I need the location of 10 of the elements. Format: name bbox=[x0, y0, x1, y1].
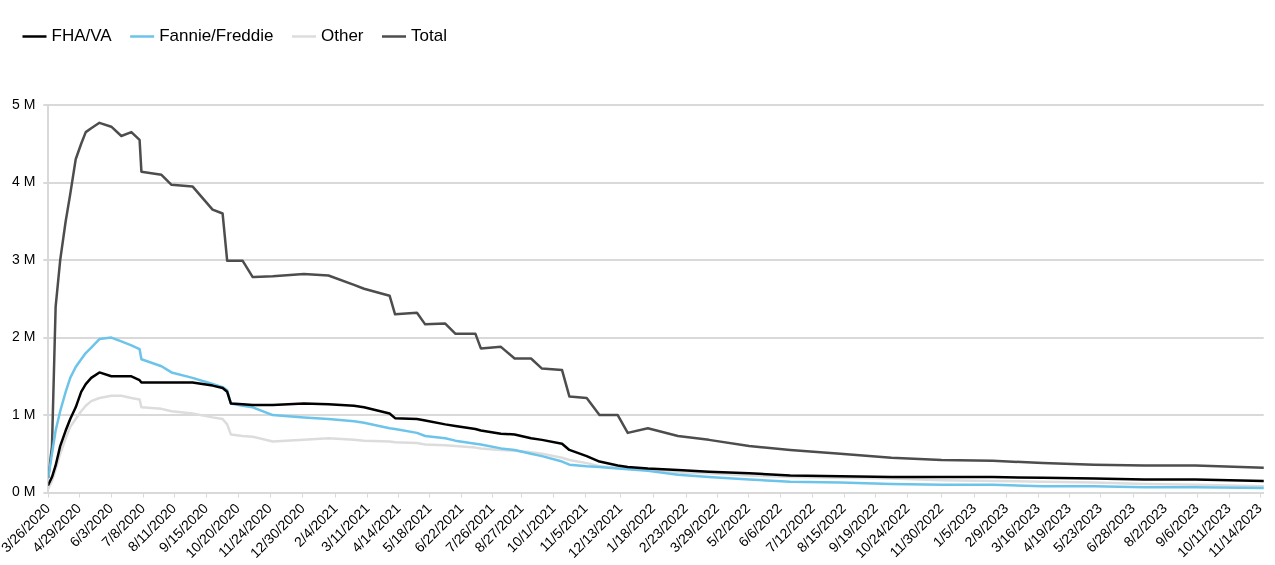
legend-label: Other bbox=[320, 26, 364, 46]
y-tick-label: 3 M bbox=[11, 250, 36, 267]
y-tick-label: 0 M bbox=[11, 483, 36, 500]
legend-label: FHA/VA bbox=[51, 26, 113, 46]
legend-label: Total bbox=[411, 26, 447, 46]
legend-label: Fannie/Freddie bbox=[159, 26, 274, 46]
y-tick-label: 4 M bbox=[11, 173, 36, 190]
y-tick-label: 2 M bbox=[11, 328, 36, 345]
y-tick-label: 1 M bbox=[11, 405, 36, 422]
y-tick-label: 5 M bbox=[11, 95, 36, 112]
